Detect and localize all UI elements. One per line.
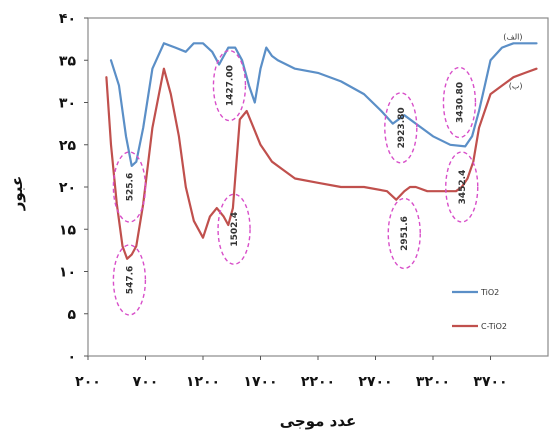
x-tick-label: ۱۲۰۰ [186, 374, 220, 390]
y-tick-label: ۵ [67, 307, 76, 323]
peak-annotation-ellipse [112, 151, 147, 223]
y-tick-label: ۰ [67, 349, 76, 365]
peak-annotation-ellipse [387, 197, 421, 270]
y-tick-label: ۳۰ [59, 96, 76, 112]
legend-label: C-TiO2 [481, 322, 507, 331]
y-tick-label: ۱۰ [59, 265, 76, 281]
plot-frame [87, 17, 549, 357]
y-tick-label: ۳۵ [59, 53, 77, 69]
series-line-c-tio2 [105, 67, 538, 260]
x-axis-ticks: ۲۰۰ ۷۰۰ ۱۲۰۰ ۱۷۰۰ ۲۲۰۰ ۲۷۰۰ ۳۲۰۰ ۳۷۰۰ [75, 356, 508, 390]
y-tick-label: ۴۰ [59, 11, 76, 27]
x-tick-label: ۳۲۰۰ [416, 374, 450, 390]
peak-annotation-ellipse [112, 244, 147, 316]
peak-annotation-ellipse [442, 66, 477, 139]
x-tick-label: ۷۰۰ [133, 374, 159, 390]
x-axis-title: عدد موجی [280, 412, 357, 430]
x-tick-label: ۲۲۰۰ [301, 374, 335, 390]
x-tick-label: ۲۰۰ [75, 374, 101, 390]
peak-annotation-label: 3430.80 [455, 82, 465, 123]
peak-annotation-ellipse [217, 193, 251, 265]
peak-annotation-ellipse [445, 151, 479, 223]
peak-annotation-label: 3452.4 [458, 170, 468, 205]
y-axis-title: عبور [8, 176, 26, 211]
y-tick-label: ۲۵ [59, 138, 77, 154]
series-tag: (ب) [509, 82, 523, 91]
y-tick-label: ۱۵ [59, 222, 77, 238]
series-tag: (الف) [503, 32, 522, 41]
x-tick-label: ۱۷۰۰ [243, 374, 277, 390]
peak-annotation-label: 547.6 [125, 266, 135, 294]
legend-label: TiO2 [480, 288, 499, 297]
peak-annotation-label: 525.6 [125, 173, 135, 201]
x-tick-label: ۳۷۰۰ [473, 374, 507, 390]
series-layer: (الف) (ب) [105, 32, 538, 260]
y-tick-label: ۲۰ [59, 180, 76, 196]
x-tick-label: ۲۷۰۰ [358, 374, 392, 390]
legend: TiO2 C-TiO2 [452, 288, 507, 331]
peak-annotation-label: 1502.4 [230, 212, 240, 247]
plot-border [87, 17, 549, 357]
y-axis-ticks: ۰ ۵ ۱۰ ۱۵ ۲۰ ۲۵ ۳۰ ۳۵ ۴۰ [59, 11, 88, 365]
peak-annotation-label: 2951.6 [400, 216, 410, 251]
series-line-tio2 [109, 42, 538, 167]
peak-annotation-label: 1427.00 [225, 65, 235, 106]
peak-annotation-label: 2923.80 [397, 107, 407, 148]
annotation-layer: 525.6 547.6 1427.00 1502.4 2923.80 2951.6 3430… [112, 49, 479, 316]
peak-annotation-ellipse [212, 49, 247, 122]
